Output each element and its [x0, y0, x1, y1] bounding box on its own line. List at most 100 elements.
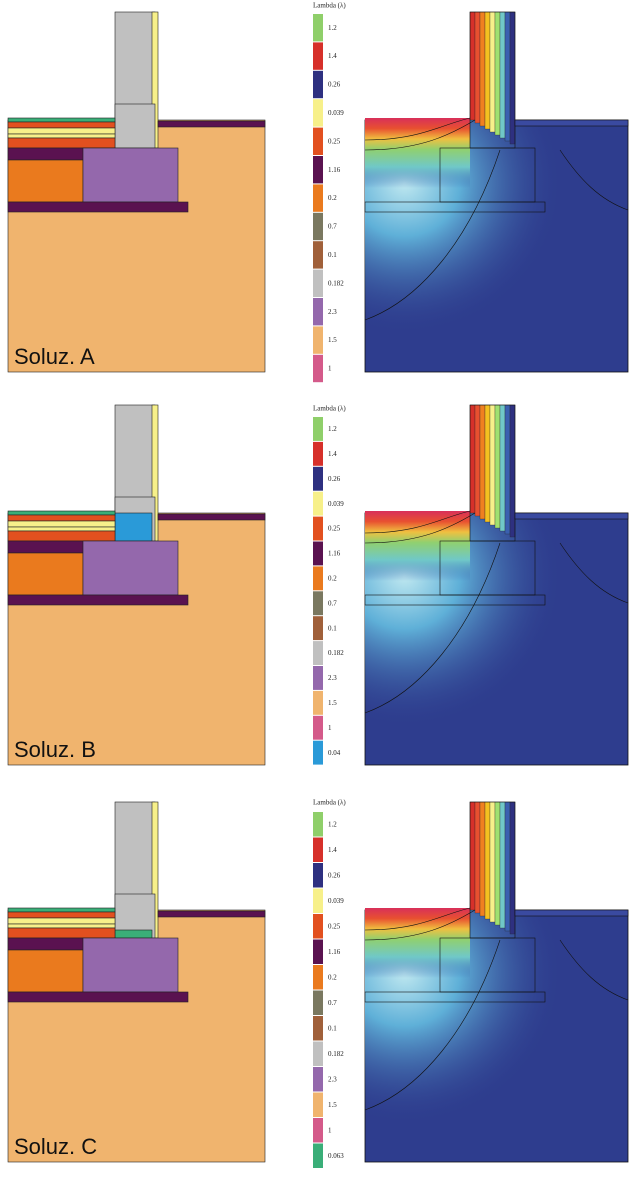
sim-band — [484, 404, 491, 523]
floor-layer — [7, 526, 116, 532]
sim-band — [489, 11, 496, 133]
sim-band — [499, 801, 506, 929]
thermal-break — [114, 512, 153, 542]
legend-label: 1.16 — [328, 948, 341, 956]
sim-outline — [364, 594, 546, 606]
legend-label: 0.1 — [328, 1024, 337, 1032]
base-slab — [7, 991, 189, 1003]
solution-label: Soluz. B — [14, 737, 96, 762]
sim-band — [494, 801, 501, 926]
legend-swatch — [313, 156, 323, 184]
floor-finish — [7, 510, 116, 516]
legend-swatch — [313, 914, 323, 939]
legend-label: 0.182 — [328, 649, 344, 657]
legend-label: 1 — [328, 724, 332, 732]
legend-label: 1.2 — [328, 24, 337, 32]
legend-swatch — [313, 298, 323, 326]
legend-label: 0.039 — [328, 500, 344, 508]
legend-swatch — [313, 1092, 323, 1117]
isotherm — [364, 512, 476, 544]
pavement — [157, 120, 266, 128]
isotherm — [364, 117, 471, 141]
legend-swatch — [313, 70, 323, 99]
legend-swatch — [313, 212, 323, 241]
floor-finish — [7, 117, 116, 123]
sim-band — [509, 11, 516, 145]
sim-band — [499, 11, 506, 139]
fill — [7, 159, 84, 203]
legend-swatch — [313, 541, 323, 566]
legend-swatch — [313, 616, 323, 641]
legend-swatch — [313, 516, 323, 541]
sim-band — [489, 801, 496, 923]
sim-floor — [365, 908, 470, 978]
isotherm — [364, 119, 476, 151]
sim-band — [504, 801, 511, 932]
legend-label: 1.5 — [328, 336, 337, 344]
sim-floor — [365, 118, 470, 188]
legend-label: 0.25 — [328, 137, 341, 145]
legend-label: 2.3 — [328, 674, 337, 682]
legend-swatch — [313, 326, 323, 354]
isotherm — [559, 149, 629, 211]
foundation — [82, 540, 179, 596]
fill — [7, 949, 84, 993]
solution-label: Soluz. C — [14, 1134, 97, 1159]
sim-band — [469, 801, 476, 911]
sim-outline — [364, 201, 546, 213]
sim-band — [494, 404, 501, 529]
legend-swatch — [313, 14, 323, 42]
floor-layer — [7, 127, 116, 135]
floor-layer — [7, 121, 116, 129]
legend-label: 0.063 — [328, 1152, 344, 1160]
legend-label: 1.16 — [328, 550, 341, 558]
legend-swatch — [313, 1118, 323, 1143]
legend-label: 1 — [328, 365, 332, 373]
floor-layer — [7, 530, 116, 542]
legend-swatch — [313, 1016, 323, 1041]
legend-label: 0.2 — [328, 973, 337, 981]
legend-swatch — [313, 1041, 323, 1066]
legend-swatch — [313, 184, 323, 212]
sim-band — [474, 11, 481, 124]
legend-swatch — [313, 666, 323, 690]
legend-swatch — [313, 888, 323, 913]
panel: Soluz. C Lambda (λ) 1.2 1.4 0.26 0.039 0.25 1.1… — [7, 799, 629, 1168]
sim-band — [479, 404, 486, 520]
sim-band — [469, 404, 476, 514]
sim-band — [509, 801, 516, 935]
floor-layer — [7, 923, 116, 929]
legend-label: 0.25 — [328, 525, 341, 533]
legend-title: Lambda (λ) — [313, 405, 346, 413]
floor-layer — [7, 133, 116, 139]
isotherm — [364, 149, 501, 321]
legend-swatch — [313, 491, 323, 516]
legend-swatch — [313, 42, 323, 70]
legend-swatch — [313, 99, 323, 127]
legend-swatch — [313, 1143, 323, 1168]
legend-label: 0.1 — [328, 624, 337, 632]
legend-label: 0.26 — [328, 81, 341, 89]
legend-label: 2.3 — [328, 1075, 337, 1083]
isotherm — [364, 510, 471, 534]
legend-swatch — [313, 990, 323, 1015]
legend-label: 0.26 — [328, 871, 341, 879]
panel: Soluz. B Lambda (λ) 1.2 1.4 0.26 0.039 0.25 1.1… — [7, 404, 629, 766]
sim-band — [504, 11, 511, 142]
legend-label: 0.26 — [328, 475, 341, 483]
legend-swatch — [313, 1067, 323, 1092]
solution-label: Soluz. A — [14, 344, 95, 369]
legend-label: 0.039 — [328, 109, 344, 117]
legend-swatch — [313, 715, 323, 740]
isotherm — [364, 542, 501, 714]
sim-band — [504, 404, 511, 535]
legend-swatch — [313, 269, 323, 297]
legend-swatch — [313, 690, 323, 715]
floor-layer — [7, 927, 116, 939]
sim-band — [509, 404, 516, 538]
isotherm — [559, 939, 629, 1001]
wall-base — [114, 103, 156, 149]
foundation — [82, 147, 179, 203]
sim-band — [499, 404, 506, 532]
